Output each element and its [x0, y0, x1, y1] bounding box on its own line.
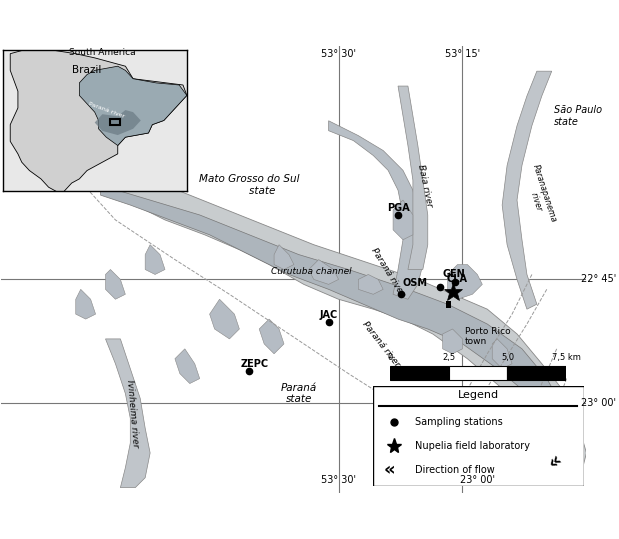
Polygon shape: [398, 86, 428, 270]
Polygon shape: [492, 339, 512, 369]
Text: JAC: JAC: [319, 309, 338, 320]
Polygon shape: [175, 349, 200, 384]
Text: ZEPC: ZEPC: [240, 359, 269, 369]
Text: 53° 30': 53° 30': [321, 49, 356, 59]
Polygon shape: [329, 121, 423, 299]
Polygon shape: [309, 260, 339, 285]
Polygon shape: [393, 200, 413, 240]
Text: 53° 15': 53° 15': [445, 49, 480, 59]
Polygon shape: [210, 299, 240, 339]
Text: 23° 00': 23° 00': [460, 475, 495, 485]
Text: Paraná river: Paraná river: [360, 320, 401, 368]
Text: GEN: GEN: [443, 269, 465, 279]
Polygon shape: [66, 165, 586, 478]
Text: Curutuba channel: Curutuba channel: [271, 267, 352, 277]
Polygon shape: [105, 339, 150, 488]
Bar: [446, 301, 451, 308]
Text: Paranapanema
    river: Paranapanema river: [521, 163, 558, 227]
Text: Porto Rico
town: Porto Rico town: [465, 327, 511, 346]
Polygon shape: [443, 329, 462, 354]
Polygon shape: [358, 274, 383, 294]
Text: Paraná
state: Paraná state: [281, 383, 317, 404]
Text: Mato Grosso do Sul
        state: Mato Grosso do Sul state: [199, 175, 300, 196]
Text: Ivinheima river: Ivinheima river: [125, 379, 141, 447]
Text: 23° 00': 23° 00': [581, 398, 617, 409]
Text: 22° 45': 22° 45': [581, 274, 617, 285]
Polygon shape: [76, 289, 95, 319]
Polygon shape: [100, 185, 576, 448]
Text: «: «: [543, 449, 565, 472]
Text: Paraná river: Paraná river: [370, 246, 407, 298]
Polygon shape: [448, 265, 482, 299]
Text: Baia river: Baia river: [417, 163, 434, 208]
Text: 53° 30': 53° 30': [321, 475, 356, 485]
Polygon shape: [145, 245, 165, 274]
Text: São Paulo
state: São Paulo state: [554, 105, 602, 127]
Text: OSM: OSM: [403, 278, 428, 288]
Polygon shape: [259, 319, 284, 354]
Polygon shape: [502, 71, 552, 309]
Polygon shape: [274, 245, 294, 270]
Polygon shape: [105, 270, 125, 299]
Text: PGA: PGA: [387, 204, 410, 213]
Text: CLA: CLA: [446, 274, 467, 285]
